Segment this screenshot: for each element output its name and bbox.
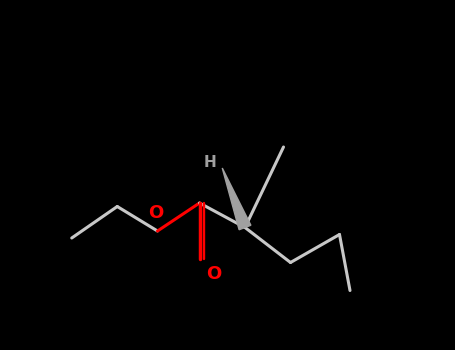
Text: H: H (204, 155, 217, 170)
Polygon shape (222, 168, 251, 230)
Text: O: O (148, 204, 163, 222)
Text: O: O (207, 265, 222, 283)
